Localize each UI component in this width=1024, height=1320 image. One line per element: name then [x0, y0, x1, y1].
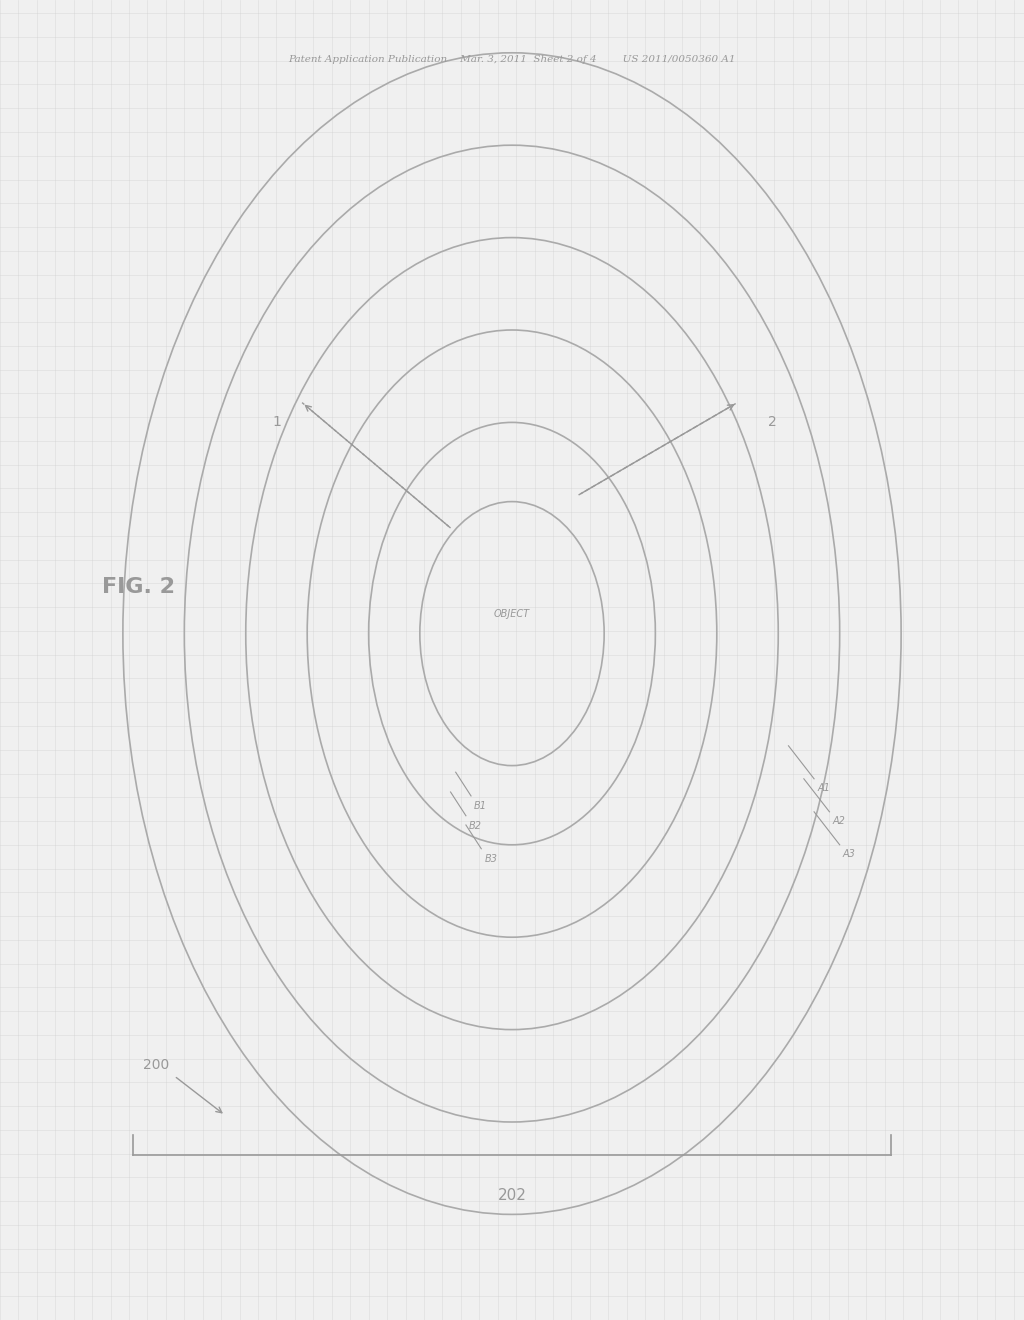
Text: FIG. 2: FIG. 2 — [101, 577, 175, 598]
Text: 1: 1 — [272, 414, 282, 429]
Text: B2: B2 — [469, 821, 482, 832]
Text: A2: A2 — [833, 816, 846, 826]
Text: 202: 202 — [498, 1188, 526, 1203]
Text: Patent Application Publication    Mar. 3, 2011  Sheet 2 of 4        US 2011/0050: Patent Application Publication Mar. 3, 2… — [288, 55, 736, 63]
Text: A1: A1 — [817, 783, 830, 793]
Text: B1: B1 — [474, 801, 487, 812]
Text: 2: 2 — [768, 414, 777, 429]
Text: 200: 200 — [142, 1057, 169, 1072]
Text: A3: A3 — [843, 849, 856, 859]
Text: B3: B3 — [484, 854, 498, 865]
Text: OBJECT: OBJECT — [494, 609, 530, 619]
